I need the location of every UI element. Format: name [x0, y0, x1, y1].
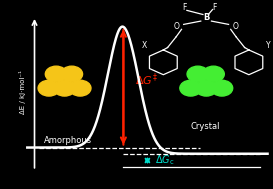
- Circle shape: [187, 66, 209, 82]
- Circle shape: [69, 80, 91, 96]
- Text: X: X: [141, 40, 147, 50]
- Circle shape: [61, 66, 82, 82]
- Circle shape: [195, 80, 217, 96]
- Circle shape: [38, 80, 60, 96]
- Circle shape: [54, 80, 75, 96]
- Text: $\Delta G^{\ddag}$: $\Delta G^{\ddag}$: [135, 72, 158, 88]
- Text: F: F: [212, 3, 217, 12]
- Text: $\Delta G_{\mathrm{c}}$: $\Delta G_{\mathrm{c}}$: [155, 154, 174, 167]
- Circle shape: [203, 66, 224, 82]
- Text: Crystal: Crystal: [190, 122, 220, 131]
- Text: F: F: [183, 3, 187, 12]
- Circle shape: [180, 80, 201, 96]
- Text: B: B: [203, 13, 209, 22]
- Circle shape: [45, 66, 67, 82]
- Text: Amorphous: Amorphous: [44, 136, 92, 145]
- Text: Y: Y: [266, 40, 271, 50]
- Circle shape: [211, 80, 233, 96]
- Text: O: O: [233, 22, 239, 31]
- Text: O: O: [173, 22, 179, 31]
- Text: ΔE / kJ·mol⁻¹: ΔE / kJ·mol⁻¹: [19, 70, 26, 114]
